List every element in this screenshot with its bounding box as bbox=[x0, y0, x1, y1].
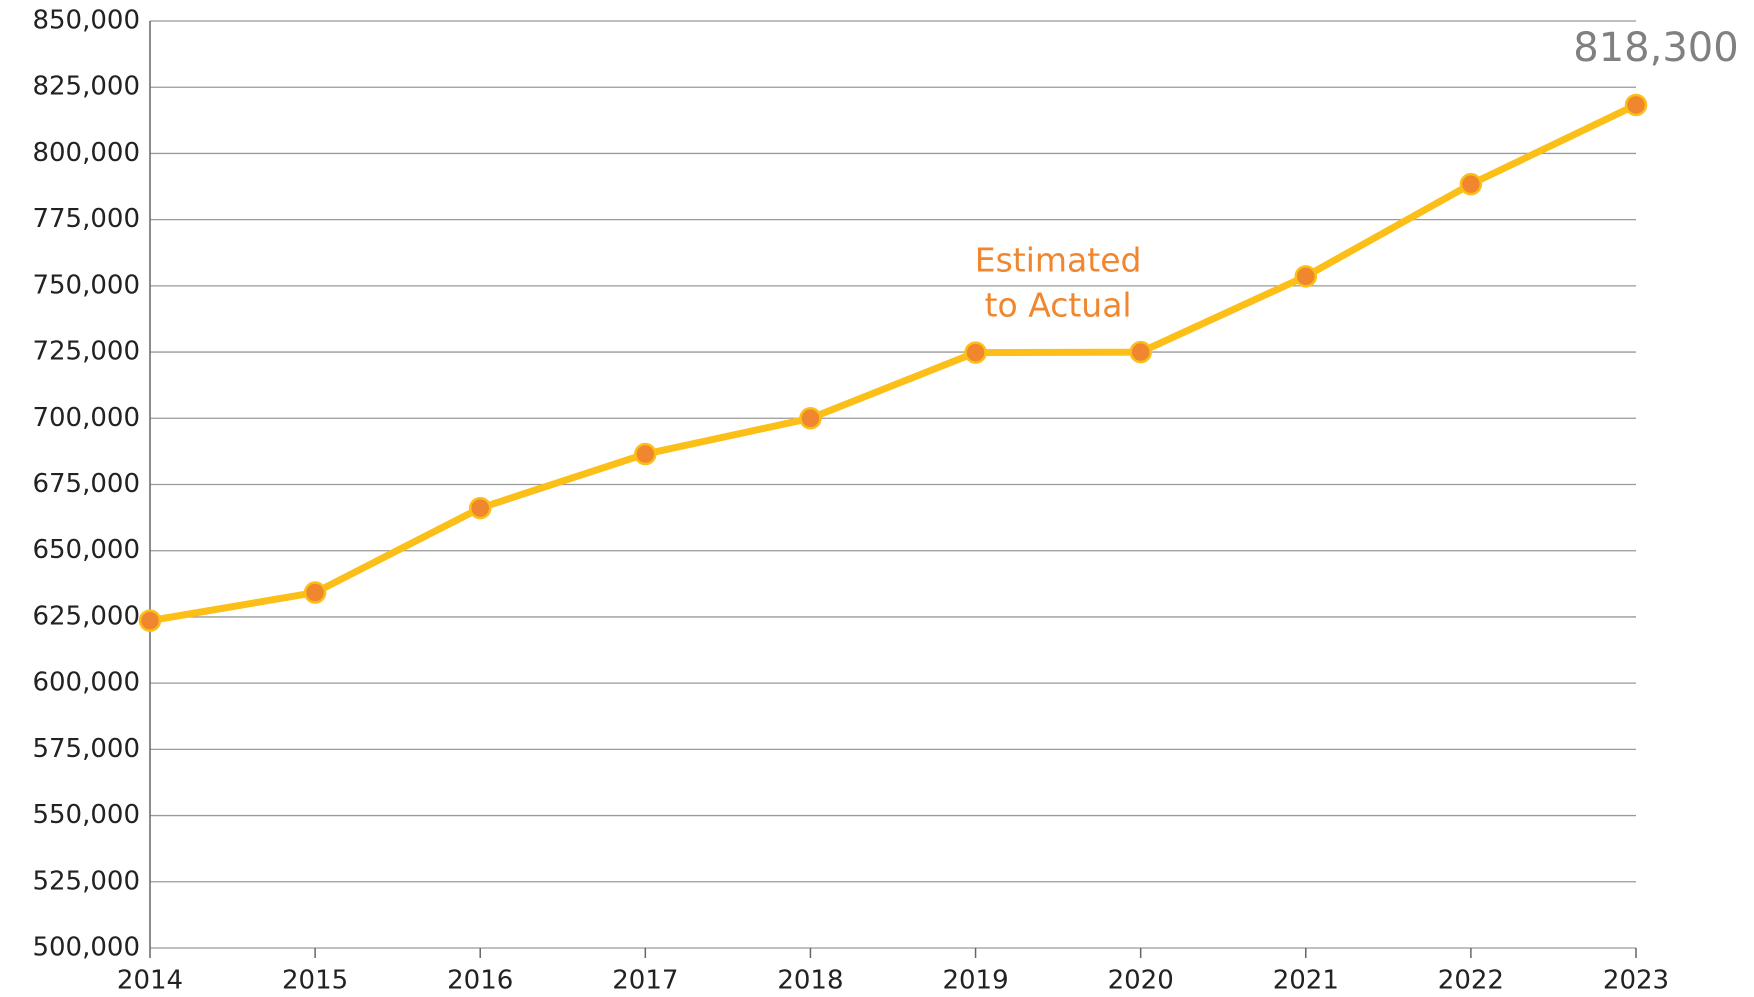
marker bbox=[634, 442, 657, 466]
y-tick-label: 725,000 bbox=[32, 337, 140, 367]
y-tick-label: 850,000 bbox=[32, 6, 140, 36]
y-tick-label: 575,000 bbox=[32, 734, 140, 764]
y-tick-label: 750,000 bbox=[32, 270, 140, 300]
x-tick-label: 2020 bbox=[1108, 966, 1174, 996]
x-tick-label: 2019 bbox=[942, 966, 1008, 996]
x-tick-label: 2021 bbox=[1273, 966, 1339, 996]
marker bbox=[138, 609, 162, 632]
y-tick-label: 600,000 bbox=[32, 668, 140, 698]
marker bbox=[1294, 265, 1318, 288]
marker bbox=[468, 496, 492, 520]
x-tick-label: 2016 bbox=[447, 966, 513, 996]
marker bbox=[1129, 340, 1152, 364]
y-tick-label: 775,000 bbox=[32, 204, 140, 234]
marker bbox=[303, 581, 327, 604]
line bbox=[149, 101, 1638, 625]
marker bbox=[964, 341, 987, 364]
x-tick-label: 2014 bbox=[117, 966, 183, 996]
x-tick-label: 2022 bbox=[1438, 966, 1504, 996]
marker bbox=[1459, 172, 1483, 196]
y-tick-label: 625,000 bbox=[32, 601, 140, 631]
y-tick-label: 700,000 bbox=[32, 403, 140, 433]
x-tick-label: 2018 bbox=[777, 966, 843, 996]
y-tick-label: 675,000 bbox=[32, 469, 140, 499]
annotation: Estimated bbox=[975, 241, 1142, 280]
y-tick-label: 825,000 bbox=[32, 72, 140, 102]
marker bbox=[799, 407, 822, 430]
x-tick-label: 2017 bbox=[612, 966, 678, 996]
marker bbox=[1624, 93, 1648, 117]
y-tick-label: 525,000 bbox=[32, 866, 140, 896]
annotation: to Actual bbox=[985, 286, 1132, 325]
y-tick-label: 650,000 bbox=[32, 535, 140, 565]
y-tick-label: 800,000 bbox=[32, 138, 140, 168]
x-tick-label: 2015 bbox=[282, 966, 348, 996]
x-tick-label: 2023 bbox=[1603, 966, 1669, 996]
y-tick-label: 500,000 bbox=[32, 933, 140, 963]
y-tick-label: 550,000 bbox=[32, 800, 140, 830]
value-label: 818,300 bbox=[1573, 25, 1738, 71]
